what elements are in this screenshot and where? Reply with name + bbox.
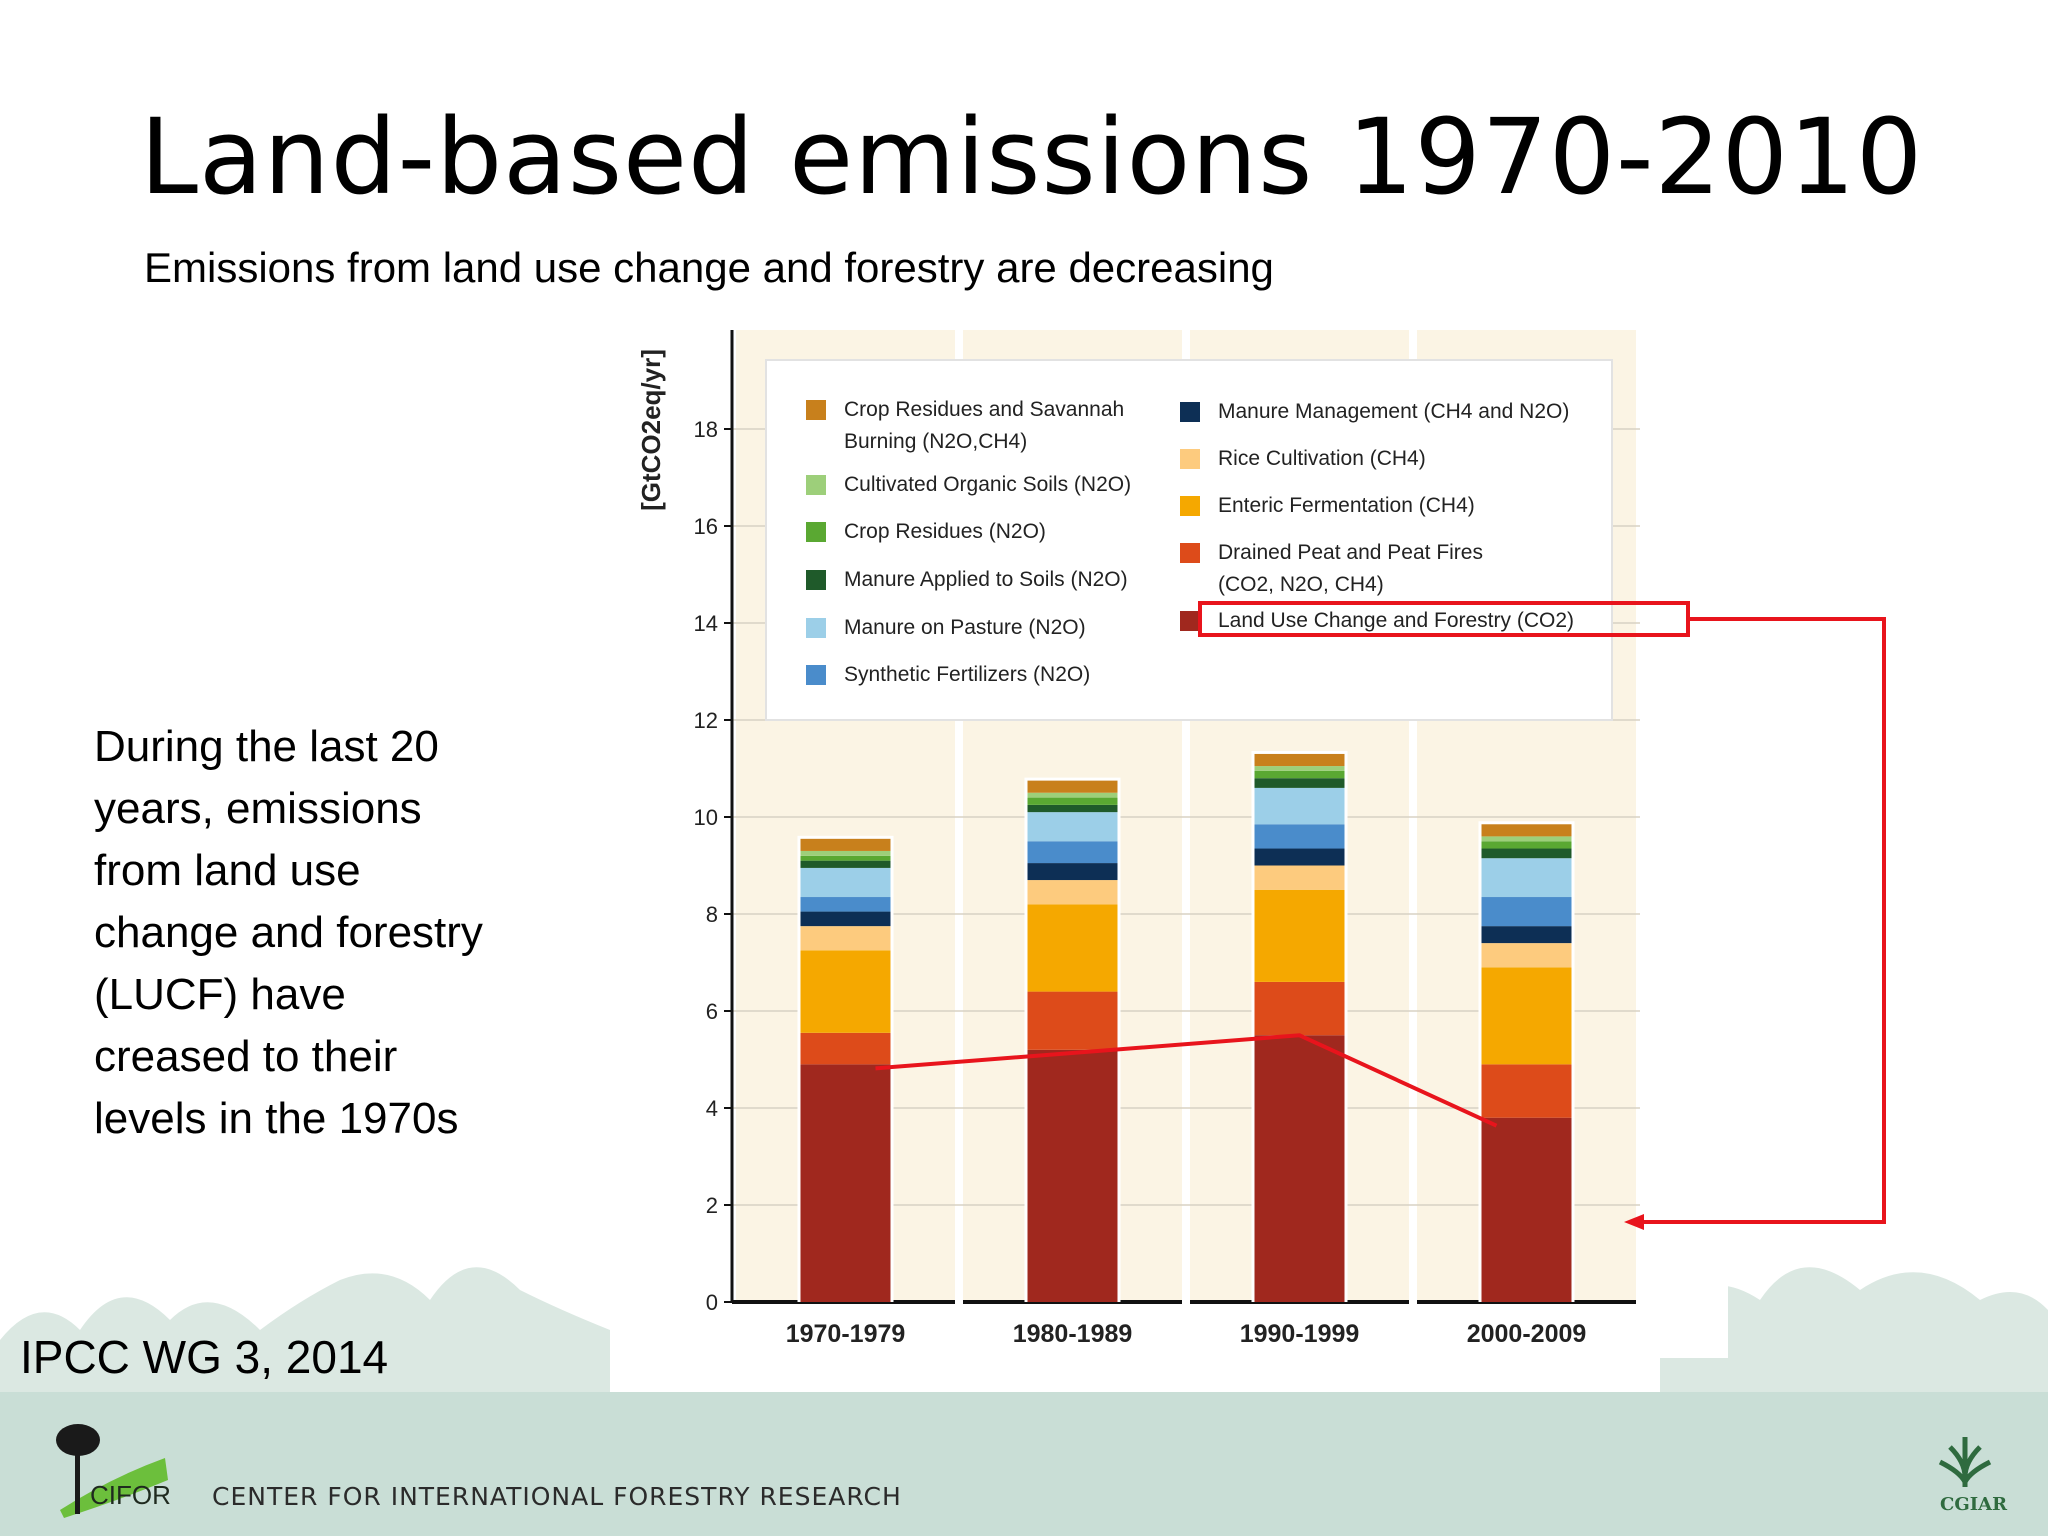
bar-segment [1481, 836, 1572, 842]
legend-label: Crop Residues (N2O) [844, 520, 1046, 543]
bar-segment [1481, 824, 1572, 837]
bar-segment [1254, 770, 1345, 779]
bar-segment [1027, 991, 1118, 1050]
bar-segment [1254, 848, 1345, 866]
y-tick-label: 12 [694, 708, 718, 733]
wheat-logo-icon [1938, 1437, 1992, 1487]
side-note: During the last 20 years, emissions from… [94, 722, 483, 1143]
x-category-label: 2000-2009 [1467, 1320, 1587, 1348]
legend-swatch [1180, 543, 1200, 563]
y-axis-title: [GtCO2eq/yr] [636, 349, 666, 511]
legend-label: Land Use Change and Forestry (CO2) [1218, 609, 1574, 632]
bar-segment [1027, 797, 1118, 805]
bar-segment [1027, 904, 1118, 992]
legend-label: Synthetic Fertilizers (N2O) [844, 663, 1090, 686]
bar-segment [1481, 967, 1572, 1065]
legend-label: Enteric Fermentation (CH4) [1218, 494, 1475, 517]
arrowhead-icon [1624, 1214, 1644, 1230]
footer-band [0, 1392, 2048, 1536]
bar-segment [800, 855, 891, 861]
legend-label: Manure Management (CH4 and N2O) [1218, 400, 1569, 423]
legend-swatch [1180, 402, 1200, 422]
bar-segment [1027, 880, 1118, 905]
legend-label: Manure on Pasture (N2O) [844, 616, 1086, 639]
legend-swatch [806, 475, 826, 495]
tree-logo-icon [56, 1424, 168, 1518]
bar-segment [800, 950, 891, 1033]
slide-subtitle: Emissions from land use change and fores… [144, 244, 1274, 291]
y-tick-label: 14 [694, 611, 718, 636]
bar-segment [1027, 1049, 1118, 1302]
bar-segment [1481, 1064, 1572, 1118]
bar-segment [1481, 926, 1572, 944]
legend-label: Cultivated Organic Soils (N2O) [844, 473, 1131, 496]
bar-segment [1254, 787, 1345, 825]
slide-title: Land-based emissions 1970-2010 [140, 96, 1924, 218]
cgiar-wordmark: CGIAR [1940, 1494, 2008, 1515]
stacked-bar-chart: 0 2 4 6 8 10 12 14 16 18 [GtCO2eq/yr] 1970-1979 1980… [636, 330, 1886, 1348]
legend-label: Rice Cultivation (CH4) [1218, 447, 1426, 470]
source-citation: IPCC WG 3, 2014 [20, 1331, 389, 1383]
bar-segment [1027, 812, 1118, 842]
bar-segment [1481, 848, 1572, 859]
forest-silhouette-decoration [0, 1267, 2048, 1400]
bar-segment [1254, 1035, 1345, 1302]
bar-segment [1254, 824, 1345, 849]
legend-label: Drained Peat and Peat Fires [1218, 541, 1483, 564]
bar-segment [800, 850, 891, 856]
bar-segment [800, 867, 891, 898]
pointer-line [1640, 617, 1886, 1224]
bar-segment [1481, 1117, 1572, 1302]
bar-segment [1027, 841, 1118, 864]
bar-segment [1254, 778, 1345, 788]
y-tick-label: 2 [706, 1193, 718, 1218]
organization-name: CENTER FOR INTERNATIONAL FORESTRY RESEAR… [212, 1482, 902, 1511]
bar-segment [1254, 889, 1345, 982]
legend-label: Manure Applied to Soils (N2O) [844, 568, 1128, 591]
bar-segment [1481, 943, 1572, 968]
legend-swatch [1180, 449, 1200, 469]
bar-segment [800, 1064, 891, 1302]
y-tick-label: 18 [694, 417, 718, 442]
x-category-label: 1990-1999 [1240, 1320, 1360, 1348]
bar-segment [800, 860, 891, 868]
trend-line [875, 1033, 1498, 1128]
bar-segment [800, 911, 891, 927]
bar-segment [1481, 858, 1572, 898]
legend-label: Crop Residues and Savannah [844, 398, 1124, 421]
y-tick-label: 4 [706, 1096, 718, 1121]
bar-segment [1027, 780, 1118, 793]
bar-segment [1254, 981, 1345, 1036]
y-tick-label: 0 [706, 1290, 718, 1315]
legend-label-continued: (CO2, N2O, CH4) [1218, 573, 1384, 596]
bar-segment [800, 897, 891, 912]
bar-segment [800, 926, 891, 951]
legend-swatch [806, 522, 826, 542]
bar-segment [1254, 865, 1345, 890]
bar-segment [800, 838, 891, 851]
y-tick-label: 6 [706, 999, 718, 1024]
bar-segment [1254, 766, 1345, 771]
bar-segment [1254, 753, 1345, 767]
y-tick-label: 8 [706, 902, 718, 927]
bar-segment [800, 1032, 891, 1065]
bar-segment [1027, 804, 1118, 813]
bar-segment [1027, 863, 1118, 881]
legend-swatch [806, 400, 826, 420]
y-tick-label: 10 [694, 805, 718, 830]
legend-swatch [806, 665, 826, 685]
legend-swatch [806, 618, 826, 638]
x-category-label: 1970-1979 [786, 1320, 906, 1348]
legend-swatch [1180, 611, 1200, 631]
bar-segment [1481, 897, 1572, 927]
bar-segment [1481, 841, 1572, 849]
y-tick-label: 16 [694, 514, 718, 539]
x-category-label: 1980-1989 [1013, 1320, 1133, 1348]
bar-segment [1027, 792, 1118, 798]
legend-label-continued: Burning (N2O,CH4) [844, 430, 1027, 453]
legend-swatch [806, 570, 826, 590]
legend-swatch [1180, 496, 1200, 516]
cifor-wordmark: CIFOR [90, 1480, 171, 1510]
